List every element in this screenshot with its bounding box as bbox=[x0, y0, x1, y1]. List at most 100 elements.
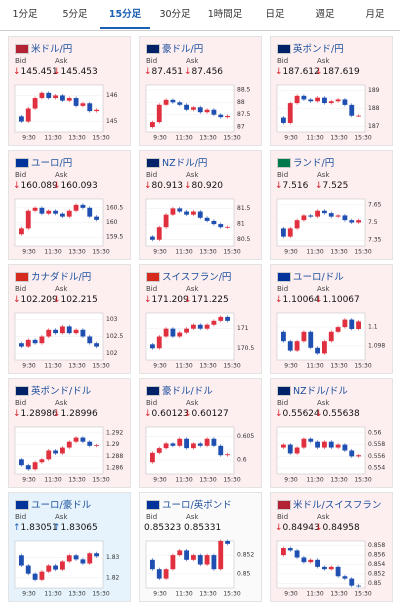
x-tick-label: 9:30 bbox=[153, 363, 167, 370]
candle bbox=[308, 438, 314, 442]
pair-title: NZドル/円 bbox=[162, 158, 208, 169]
candle bbox=[294, 95, 300, 104]
mini-chart: 1.82 1.83 9:30 11:30 13:30 15:30 bbox=[14, 540, 120, 598]
candle bbox=[197, 555, 203, 565]
y-tick-label: 1.098 bbox=[368, 342, 385, 349]
candle bbox=[281, 548, 286, 556]
flag-icon bbox=[146, 44, 160, 54]
x-tick-label: 11:30 bbox=[44, 249, 61, 256]
candle bbox=[170, 555, 176, 570]
quote-card[interactable]: 英ポンド/ドル Bid Ask ↓1.28986 ↓1.28996 1.286 1.288 1… bbox=[8, 378, 131, 488]
candle bbox=[163, 99, 169, 105]
quote-card[interactable]: NZドル/円 Bid Ask ↓80.913 ↓80.920 80.5 81 81.5 9:30… bbox=[139, 150, 262, 260]
quote-card[interactable]: ユーロ/円 Bid Ask ↓160.089 ↓160.093 159.5 160 160.5… bbox=[8, 150, 131, 260]
ask-label: Ask bbox=[186, 285, 199, 293]
quote-card[interactable]: スイスフラン/円 Bid Ask ↓171.209 ↓171.225 170.5 171 9:… bbox=[139, 264, 262, 374]
ask-price: 0.84958 bbox=[322, 523, 360, 533]
candle bbox=[281, 331, 286, 342]
quote-card[interactable]: ユーロ/ドル Bid Ask ↓1.10064 ↓1.10067 1.098 1.1 9:30… bbox=[270, 264, 393, 374]
tab[interactable]: 日足 bbox=[265, 9, 285, 20]
x-tick-label: 13:30 bbox=[330, 591, 347, 598]
bid-value: ↓187.612 bbox=[275, 67, 320, 77]
mini-chart: 0.85 0.852 0.854 0.856 0.858 9:30 11:30 13:30 15… bbox=[276, 540, 385, 598]
candle bbox=[328, 441, 334, 448]
y-tick-label: 0.85 bbox=[368, 580, 382, 587]
quote-card[interactable]: NZドル/ドル Bid Ask ↓0.55624 ↓0.55638 0.554 0.556 0… bbox=[270, 378, 393, 488]
tab[interactable]: 30分足 bbox=[159, 9, 191, 20]
tab[interactable]: 15分足 bbox=[100, 0, 150, 29]
quote-card[interactable]: 米ドル/円 Bid Ask ↓145.451 ↓145.453 145 146 9:30 11:… bbox=[8, 36, 131, 146]
mini-chart: 159.5 160 160.5 9:30 11:30 13:30 15:30 bbox=[14, 198, 123, 256]
candle bbox=[156, 227, 162, 240]
x-tick-label: 15:30 bbox=[223, 135, 240, 142]
candle bbox=[294, 220, 300, 229]
trend-arrow: ↓ bbox=[144, 181, 152, 191]
candle bbox=[46, 92, 52, 99]
quote-card[interactable]: 米ドル/スイスフラン Bid Ask ↓0.84943 ↓0.84958 0.85 0.85… bbox=[270, 492, 393, 602]
candle bbox=[197, 443, 203, 446]
candle bbox=[156, 104, 162, 123]
y-tick-label: 81 bbox=[237, 221, 245, 228]
x-tick-label: 15:30 bbox=[354, 591, 371, 598]
candle bbox=[60, 95, 65, 101]
candle bbox=[281, 444, 286, 448]
flag-icon bbox=[277, 44, 291, 54]
candle bbox=[204, 217, 210, 221]
candle bbox=[225, 226, 230, 228]
x-tick-label: 9:30 bbox=[153, 591, 167, 598]
y-tick-label: 1.83 bbox=[106, 554, 120, 561]
x-tick-label: 11:30 bbox=[44, 363, 61, 370]
candle bbox=[294, 341, 300, 351]
candle bbox=[170, 208, 176, 215]
candle bbox=[163, 214, 169, 228]
quote-card[interactable]: 豪ドル/円 Bid Ask ↓87.451 ↓87.456 87 87.5 88 88.5 9:3… bbox=[139, 36, 262, 146]
quote-card[interactable]: ユーロ/豪ドル Bid Ask ↑1.83051 ↑1.83065 1.82 1.83 9:3… bbox=[8, 492, 131, 602]
trend-arrow: ↓ bbox=[184, 295, 192, 305]
tab[interactable]: 5分足 bbox=[62, 9, 88, 20]
x-tick-label: 13:30 bbox=[68, 591, 85, 598]
quote-card[interactable]: カナダドル/円 Bid Ask ↓102.209 ↓102.215 102 102.5 103… bbox=[8, 264, 131, 374]
pair-title: 英ポンド/円 bbox=[293, 44, 344, 55]
tab[interactable]: 1分足 bbox=[12, 9, 38, 20]
ask-price: 80.920 bbox=[191, 181, 224, 191]
candle bbox=[39, 92, 45, 99]
bid-value: ↓7.516 bbox=[275, 181, 308, 191]
trend-arrow: ↓ bbox=[315, 181, 323, 191]
candle bbox=[184, 438, 189, 449]
candle bbox=[32, 573, 38, 580]
bid-price: 171.209 bbox=[151, 295, 189, 305]
bid-label: Bid bbox=[15, 57, 27, 65]
quote-card[interactable]: 豪ドル/ドル Bid Ask ↓0.60123 ↓0.60127 0.6 0.605 9:30… bbox=[139, 378, 262, 488]
candle bbox=[211, 555, 217, 570]
y-tick-label: 7.35 bbox=[368, 237, 382, 244]
candle bbox=[211, 320, 217, 325]
y-tick-label: 189 bbox=[368, 87, 380, 94]
candle bbox=[60, 561, 65, 570]
ask-price: 171.225 bbox=[191, 295, 229, 305]
ask-value: ↓80.920 bbox=[184, 181, 223, 191]
candle bbox=[308, 215, 314, 217]
x-tick-label: 15:30 bbox=[223, 591, 240, 598]
mini-chart: 0.85 0.852 9:30 11:30 13:30 15:30 bbox=[145, 539, 254, 598]
pair-title: 米ドル/スイスフラン bbox=[293, 500, 382, 511]
candle bbox=[46, 210, 52, 214]
candle bbox=[356, 220, 361, 223]
y-tick-label: 81.5 bbox=[237, 205, 251, 212]
candle bbox=[25, 565, 31, 574]
candle bbox=[53, 210, 58, 214]
candle bbox=[356, 321, 361, 329]
candle bbox=[19, 228, 24, 235]
quote-card[interactable]: ランド/円 Bid Ask ↓7.516 ↓7.525 7.35 7.5 7.65 9:30 11… bbox=[270, 150, 393, 260]
candle bbox=[163, 328, 169, 337]
candle bbox=[356, 585, 361, 587]
y-tick-label: 0.558 bbox=[368, 441, 385, 448]
tab[interactable]: 週足 bbox=[315, 9, 335, 20]
candle bbox=[32, 462, 38, 470]
ask-label: Ask bbox=[55, 513, 68, 521]
x-tick-label: 15:30 bbox=[92, 477, 109, 484]
tab[interactable]: 月足 bbox=[365, 9, 385, 20]
tab[interactable]: 1時間足 bbox=[207, 9, 243, 20]
quote-card[interactable]: 英ポンド/円 Bid Ask ↓187.612 ↓187.619 187 188 189 9:3… bbox=[270, 36, 393, 146]
candle bbox=[294, 447, 300, 454]
quote-card[interactable]: ユーロ/英ポンド Bid Ask 0.85323 0.85331 0.85 0.852 9:3… bbox=[139, 492, 262, 602]
